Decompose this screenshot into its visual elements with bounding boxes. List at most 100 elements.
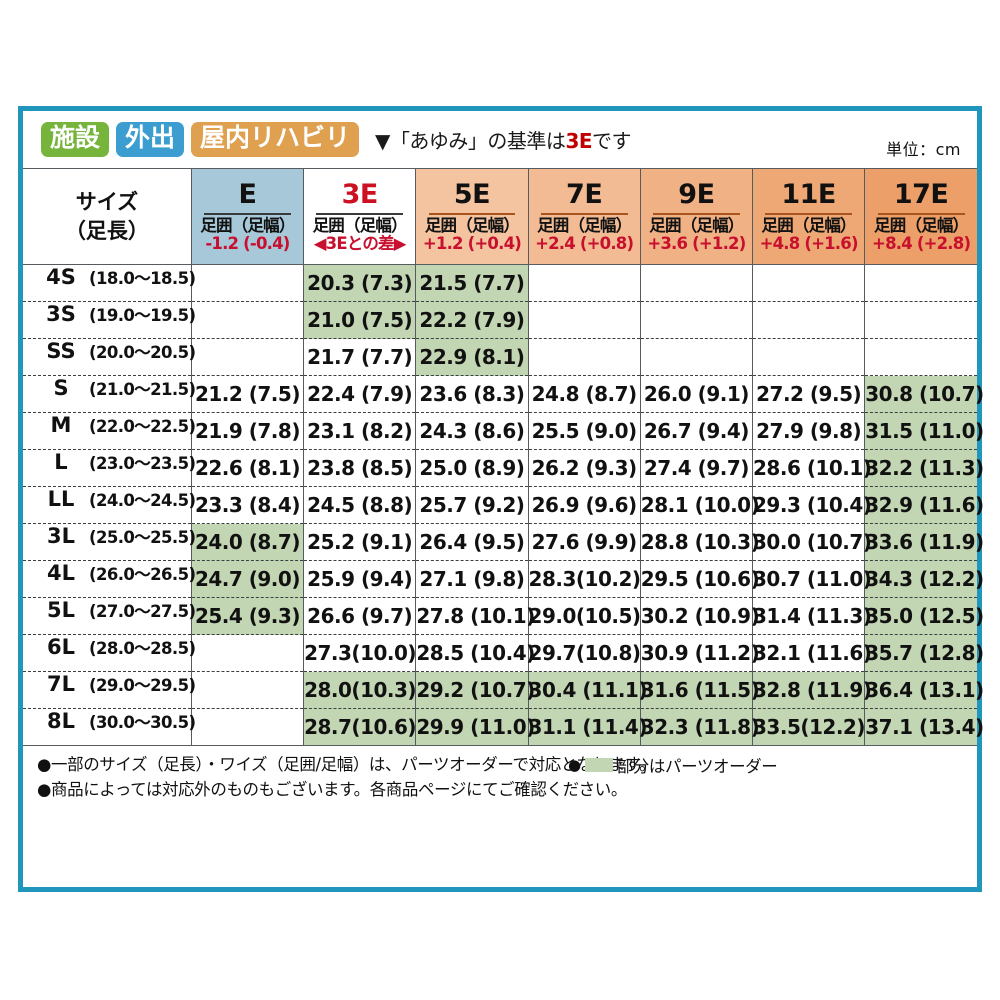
- measure-cell-17e: [864, 264, 977, 302]
- measure-cell-e: 24.7 (9.0): [190, 560, 305, 598]
- header-divider: [765, 213, 852, 215]
- measure-cell-7e: [527, 264, 641, 302]
- width-delta-label: +8.4 (+2.8): [872, 233, 971, 253]
- row-size-cell: SS (20.0〜20.5): [23, 338, 196, 376]
- measure-cell-5e: 22.2 (7.9): [415, 301, 529, 339]
- measure-cell-e: [190, 301, 305, 339]
- width-sub-label: 足囲（足幅）: [761, 216, 857, 235]
- size-header-line2: （足長）: [64, 218, 149, 243]
- row-size-cell: 3S (19.0〜19.5): [23, 301, 196, 339]
- measure-cell-3e: 28.7(10.6): [303, 708, 417, 746]
- table-row: L (23.0〜23.5) 22.6 (8.1) 23.8 (8.5) 25.0 (8.…: [23, 449, 984, 487]
- size-chart-panel: 施設 外出 屋内リハビリ ▼「あゆみ」の基準は3Eです 単位：cm サイズ （足…: [18, 106, 984, 892]
- measure-cell-5e: 25.7 (9.2): [415, 486, 529, 524]
- measure-cell-e: [190, 338, 305, 376]
- size-name: L: [54, 450, 68, 474]
- legend-bullet-icon: ●: [568, 756, 581, 774]
- size-chart-table: サイズ （足長） E 足囲（足幅） -1.2 (-0.4) 3E 足囲（足幅） ◀3Eとの…: [23, 168, 984, 746]
- measure-cell-11e: 27.2 (9.5): [752, 375, 866, 413]
- measure-cell-5e: 29.9 (11.0): [415, 708, 535, 746]
- row-size-cell: M (22.0〜22.5): [23, 412, 196, 450]
- size-range: (26.0〜26.5): [89, 565, 196, 584]
- measure-cell-11e: [752, 264, 866, 302]
- measure-cell-17e: [864, 338, 977, 376]
- table-row: M (22.0〜22.5) 21.9 (7.8) 23.1 (8.2) 24.3 (8.…: [23, 412, 984, 450]
- measure-cell-7e: 26.2 (9.3): [527, 449, 641, 487]
- table-row: LL (24.0〜24.5) 23.3 (8.4) 24.5 (8.8) 25.7 (9…: [23, 486, 984, 524]
- measure-cell-17e: 35.7 (12.8): [864, 634, 984, 672]
- header-size-column: サイズ （足長）: [23, 168, 192, 265]
- size-name: 8L: [47, 709, 75, 733]
- measure-cell-17e: 32.9 (11.6): [864, 486, 984, 524]
- measure-cell-3e: 20.3 (7.3): [303, 264, 417, 302]
- width-delta-label: -1.2 (-0.4): [205, 233, 290, 253]
- measure-cell-17e: 32.2 (11.3): [864, 449, 984, 487]
- row-size-cell: L (23.0〜23.5): [23, 449, 196, 487]
- measure-cell-17e: 31.5 (11.0): [864, 412, 984, 450]
- measure-cell-7e: 24.8 (8.7): [527, 375, 641, 413]
- measure-cell-7e: 29.0(10.5): [527, 597, 641, 635]
- measure-cell-11e: 33.5(12.2): [752, 708, 866, 746]
- measure-cell-e: [190, 634, 305, 672]
- size-name: 7L: [47, 672, 75, 696]
- header-divider: [204, 213, 291, 215]
- measure-cell-9e: 28.8 (10.3): [639, 523, 760, 561]
- measure-cell-5e: 27.8 (10.1): [415, 597, 535, 635]
- measure-cell-7e: 30.4 (11.1): [527, 671, 647, 709]
- size-name: 6L: [47, 635, 75, 659]
- measure-cell-9e: 28.1 (10.0): [639, 486, 760, 524]
- width-sub-label: 足囲（足幅）: [312, 216, 408, 235]
- measure-cell-e: 24.0 (8.7): [190, 523, 305, 561]
- measure-cell-e: 21.2 (7.5): [190, 375, 305, 413]
- measure-cell-3e: 26.6 (9.7): [303, 597, 417, 635]
- size-name: 3S: [46, 302, 76, 326]
- table-row: SS (20.0〜20.5) 21.7 (7.7) 22.9 (8.1): [23, 338, 977, 376]
- measure-cell-9e: [639, 301, 754, 339]
- measure-cell-e: 25.4 (9.3): [190, 597, 305, 635]
- measure-cell-11e: 32.8 (11.9): [752, 671, 872, 709]
- size-name: S: [53, 376, 69, 400]
- size-range: (19.0〜19.5): [89, 306, 196, 325]
- measure-cell-5e: 27.1 (9.8): [415, 560, 529, 598]
- table-header-row: サイズ （足長） E 足囲（足幅） -1.2 (-0.4) 3E 足囲（足幅） ◀3Eとの…: [23, 168, 977, 265]
- size-name: 4L: [47, 561, 75, 585]
- measure-cell-11e: 28.6 (10.1): [752, 449, 872, 487]
- width-delta-label: +3.6 (+1.2): [647, 233, 746, 253]
- measure-cell-9e: 26.0 (9.1): [639, 375, 754, 413]
- measure-cell-7e: 26.9 (9.6): [527, 486, 641, 524]
- measure-cell-3e: 28.0(10.3): [303, 671, 417, 709]
- measure-cell-3e: 24.5 (8.8): [303, 486, 417, 524]
- chart-footer: ●一部のサイズ（足長）・ワイズ（足囲/足幅）は、パーツオーダーで対応となります。…: [23, 746, 977, 803]
- size-range: (24.0〜24.5): [89, 491, 196, 510]
- width-delta-label: +4.8 (+1.6): [759, 233, 859, 253]
- size-name: LL: [47, 487, 75, 511]
- triangle-down-icon: ▼: [375, 129, 390, 153]
- measure-cell-11e: 29.3 (10.4): [752, 486, 872, 524]
- width-name: 3E: [341, 179, 379, 210]
- measure-cell-7e: 29.7(10.8): [527, 634, 641, 672]
- row-size-cell: 5L (27.0〜27.5): [23, 597, 196, 635]
- measure-cell-11e: 30.7 (11.0): [752, 560, 872, 598]
- measure-cell-7e: [527, 338, 641, 376]
- header-width-e: E 足囲（足幅） -1.2 (-0.4): [190, 168, 305, 265]
- row-size-cell: 6L (28.0〜28.5): [23, 634, 196, 672]
- size-range: (27.0〜27.5): [89, 602, 196, 621]
- width-sub-label: 足囲（足幅）: [424, 216, 520, 235]
- measure-cell-3e: 25.9 (9.4): [303, 560, 417, 598]
- measure-cell-e: 22.6 (8.1): [190, 449, 305, 487]
- badge-facility: 施設: [41, 122, 110, 157]
- measure-cell-9e: [639, 338, 754, 376]
- table-row: 5L (27.0〜27.5) 25.4 (9.3) 26.6 (9.7) 27.8 (1…: [23, 597, 984, 635]
- measure-cell-5e: 28.5 (10.4): [415, 634, 535, 672]
- measure-cell-11e: [752, 338, 866, 376]
- measure-cell-17e: 35.0 (12.5): [864, 597, 984, 635]
- table-row: 3L (25.0〜25.5) 24.0 (8.7) 25.2 (9.1) 26.4 (9…: [23, 523, 984, 561]
- measure-cell-3e: 27.3(10.0): [303, 634, 417, 672]
- size-range: (25.0〜25.5): [89, 528, 196, 547]
- size-name: 5L: [47, 598, 75, 622]
- size-name: SS: [46, 339, 76, 363]
- measure-cell-3e: 23.8 (8.5): [303, 449, 417, 487]
- measure-cell-7e: 25.5 (9.0): [527, 412, 641, 450]
- row-size-cell: 3L (25.0〜25.5): [23, 523, 196, 561]
- measure-cell-9e: 30.2 (10.9): [639, 597, 760, 635]
